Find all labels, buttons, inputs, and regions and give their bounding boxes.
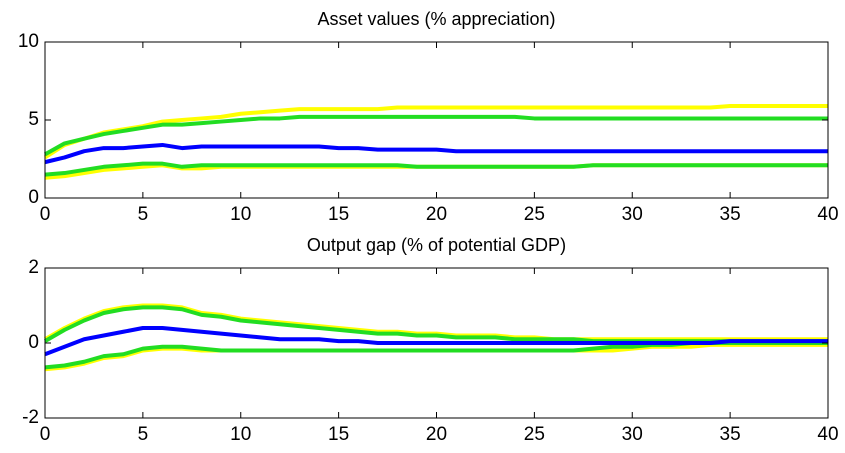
x-tick-label: 25 (524, 204, 545, 225)
x-tick-label: 10 (230, 204, 251, 225)
series-line (44, 161, 828, 177)
series-line (44, 326, 828, 357)
y-tick-label: 2 (28, 257, 39, 278)
x-tick-label: 0 (40, 424, 51, 445)
x-tick-label: 15 (328, 204, 349, 225)
x-tick-label: 15 (328, 424, 349, 445)
y-tick-label: 0 (28, 187, 39, 208)
x-tick-label: 35 (720, 424, 741, 445)
x-tick-label: 0 (40, 204, 51, 225)
x-tick-label: 5 (138, 204, 149, 225)
x-tick-label: 20 (426, 424, 447, 445)
chart-title: Output gap (% of potential GDP) (307, 235, 566, 255)
x-tick-label: 25 (524, 424, 545, 445)
series-line (44, 142, 828, 165)
x-tick-label: 40 (817, 204, 838, 225)
x-tick-label: 20 (426, 204, 447, 225)
x-tick-label: 10 (230, 424, 251, 445)
y-tick-label: -2 (22, 407, 39, 428)
x-tick-label: 5 (138, 424, 149, 445)
y-tick-label: 10 (18, 31, 39, 52)
y-tick-label: 5 (28, 109, 39, 130)
x-tick-label: 40 (817, 424, 838, 445)
x-tick-label: 30 (622, 424, 643, 445)
y-tick-label: 0 (28, 332, 39, 353)
series-line (44, 114, 828, 157)
x-tick-label: 35 (720, 204, 741, 225)
x-tick-label: 30 (622, 204, 643, 225)
series-line (43, 103, 828, 160)
chart-title: Asset values (% appreciation) (317, 9, 555, 29)
